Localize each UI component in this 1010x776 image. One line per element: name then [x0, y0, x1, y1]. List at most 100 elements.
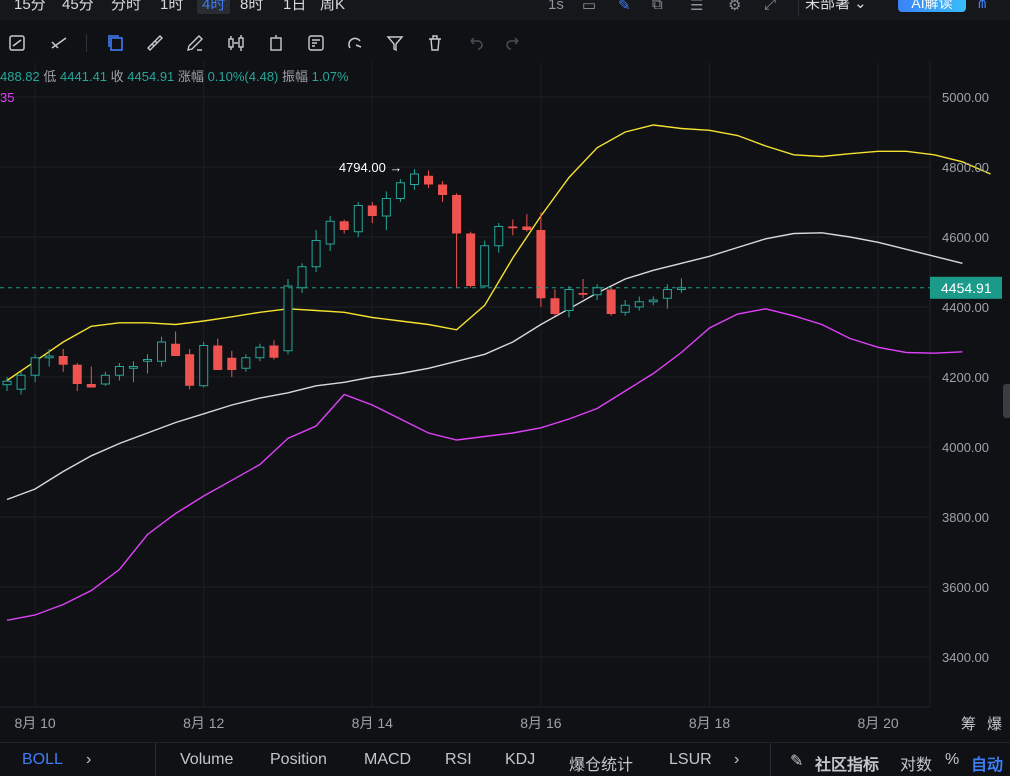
tab-liquidation[interactable]: 爆仓统计: [569, 757, 634, 774]
settings-icon[interactable]: ⚙: [728, 0, 742, 14]
high-value: 488.82: [0, 69, 40, 84]
candle: [44, 349, 54, 367]
candle: [283, 279, 293, 355]
candle: [269, 340, 279, 360]
tab-macd[interactable]: MACD: [364, 751, 412, 768]
candle: [297, 263, 307, 293]
candle: [466, 231, 476, 288]
x-tick-label: 8月 14: [352, 715, 393, 731]
y-tick-label: 4800.00: [942, 160, 989, 175]
tab-volume[interactable]: Volume: [180, 751, 234, 768]
interval-8h[interactable]: 8时: [240, 0, 264, 13]
candle-body: [311, 240, 321, 268]
x-tick-label: 8月 18: [689, 715, 730, 731]
time-axis[interactable]: 8月 10 8月 12 8月 14 8月 16 8月 18 8月 20 筹爆: [14, 715, 1002, 733]
tab-boll[interactable]: BOLL: [22, 751, 63, 768]
candle: [353, 202, 363, 237]
candle: [620, 300, 630, 316]
candle-body: [648, 299, 658, 303]
indicator-icon[interactable]: [305, 32, 327, 54]
crosshair-icon[interactable]: [48, 32, 70, 54]
candle: [114, 363, 124, 381]
camera-icon[interactable]: ▭: [582, 0, 597, 14]
candle: [58, 349, 68, 372]
candle-body: [100, 374, 110, 385]
interval-45m[interactable]: 45分: [62, 0, 94, 13]
filter-icon[interactable]: [384, 32, 406, 54]
close-value: 4454.91: [127, 69, 175, 84]
candle-body: [353, 205, 363, 233]
candle-body: [564, 289, 574, 311]
amplitude-label: 振幅: [282, 69, 309, 84]
y-tick-label: 3400.00: [942, 650, 989, 665]
drawing-toolbar: [0, 22, 1010, 62]
auto-scale-toggle[interactable]: 自动: [971, 757, 1004, 774]
panel-resize-handle[interactable]: [1003, 384, 1010, 418]
trash-icon[interactable]: [424, 32, 446, 54]
candle: [438, 181, 448, 202]
ai-button[interactable]: AI解读: [898, 0, 966, 12]
interval-4h[interactable]: 4时: [197, 0, 231, 14]
candle: [86, 366, 96, 388]
candle-body: [438, 184, 448, 195]
low-value: 4441.41: [60, 69, 108, 84]
y-tick-label: 3800.00: [942, 510, 989, 525]
bar-divider: [155, 743, 156, 776]
candles-icon[interactable]: [225, 32, 247, 54]
chevron-right-icon[interactable]: ›: [86, 751, 92, 768]
undo-icon[interactable]: [464, 32, 486, 54]
toolbar-divider: [86, 34, 87, 52]
community-indicators[interactable]: 社区指标: [815, 757, 880, 774]
sync-icon[interactable]: [6, 32, 28, 54]
candle-body: [452, 195, 462, 234]
price-range-icon[interactable]: [265, 32, 287, 54]
candle: [213, 338, 223, 370]
tab-rsi[interactable]: RSI: [445, 751, 472, 768]
x-tick-label: 8月 12: [183, 715, 224, 731]
fullscreen-icon[interactable]: ⤢: [764, 0, 777, 13]
deploy-select-label: 未部署: [805, 0, 851, 12]
candle-body: [522, 226, 532, 230]
x-tick-label: 8月 10: [14, 715, 55, 731]
candle: [199, 342, 209, 388]
candle: [550, 289, 560, 316]
candle-body: [508, 226, 518, 229]
interval-timeshare[interactable]: 分时: [111, 0, 142, 13]
ruler-icon[interactable]: [144, 32, 166, 54]
interval-1d[interactable]: 1日: [283, 0, 307, 13]
magnet-icon[interactable]: [344, 32, 366, 54]
layout-icon[interactable]: ☰: [690, 0, 704, 14]
draw-icon[interactable]: ✎: [618, 0, 631, 14]
candle: [452, 193, 462, 288]
share-icon[interactable]: ⋔: [976, 0, 989, 12]
candle-body: [114, 366, 124, 376]
candle: [241, 354, 251, 372]
candle-body: [2, 380, 12, 386]
price-axis[interactable]: 5000.00 4800.00 4600.00 4400.00 4200.00 4000.…: [930, 90, 1002, 665]
tab-kdj[interactable]: KDJ: [505, 751, 536, 768]
candlestick-chart[interactable]: 4794.00 → 5000.00 4800.00 4600.00 4400.00 42…: [0, 62, 1010, 742]
edit-icon[interactable]: ✎: [790, 753, 804, 770]
brush-icon[interactable]: [184, 32, 206, 54]
copy-icon[interactable]: [105, 32, 127, 54]
chevron-right-icon[interactable]: ›: [734, 751, 740, 768]
candle-body: [634, 301, 644, 308]
y-tick-label: 3600.00: [942, 580, 989, 595]
interval-week[interactable]: 周K: [320, 0, 346, 13]
candle-body: [578, 293, 588, 295]
tab-lsur[interactable]: LSUR: [669, 751, 712, 768]
log-scale-toggle[interactable]: 对数: [900, 757, 933, 774]
interval-15m[interactable]: 15分: [14, 0, 46, 13]
deploy-select[interactable]: 未部署 ⌄: [798, 0, 867, 16]
clock-label[interactable]: 1s: [548, 0, 564, 13]
interval-1h[interactable]: 1时: [160, 0, 184, 13]
popout-icon[interactable]: ⧉: [652, 0, 663, 13]
redo-icon[interactable]: [503, 32, 525, 54]
bollinger-bands: [6, 124, 991, 621]
candle: [227, 350, 237, 377]
last-price-tag: [930, 276, 1002, 299]
tab-position[interactable]: Position: [270, 751, 327, 768]
percent-toggle[interactable]: %: [945, 751, 960, 768]
candle: [522, 214, 532, 232]
candle-body: [143, 359, 152, 362]
